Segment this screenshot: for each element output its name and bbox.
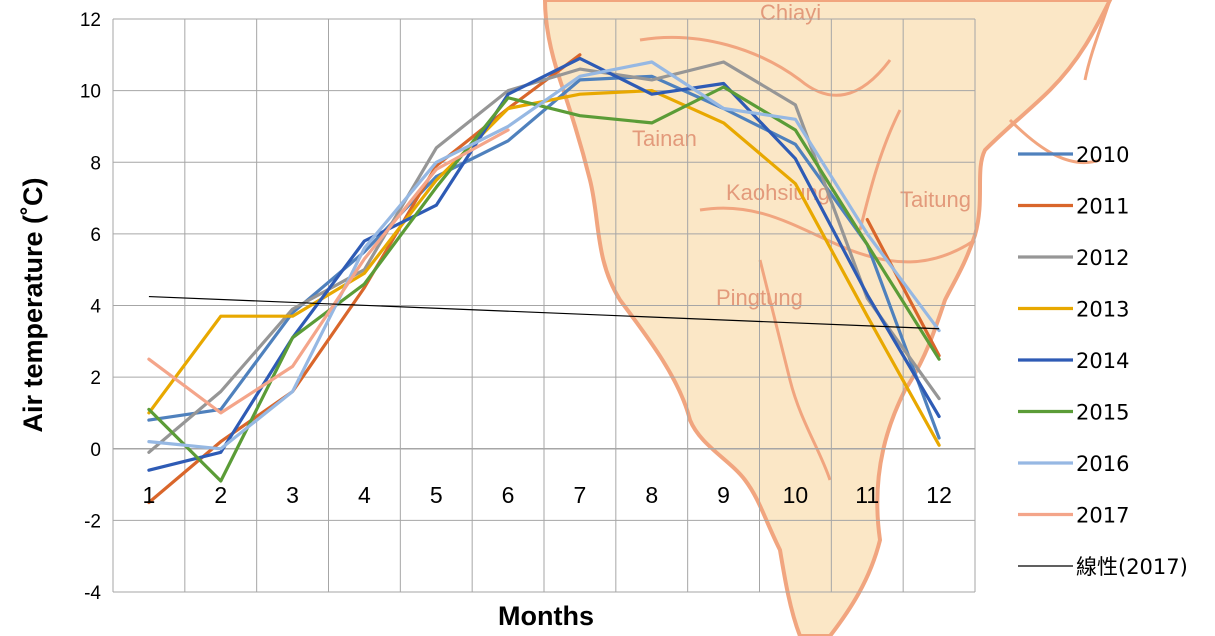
y-tick-label: 0 [90,440,101,461]
x-tick-label: 9 [717,482,730,508]
x-tick-label: 12 [926,482,952,508]
x-tick-label: 2 [214,482,227,508]
series-line-2011 [865,218,941,358]
legend-label: 2014 [1076,349,1129,373]
background-map: Chiayi Tainan Kaohsiung Taitung Pingtung [542,0,1113,636]
y-tick-label: 6 [90,225,101,246]
map-label-taitung: Taitung [900,187,971,212]
y-tick-label: 10 [80,82,101,103]
legend-label: 2017 [1076,504,1129,528]
y-tick-label: 8 [90,153,101,174]
x-tick-label: 6 [502,482,515,508]
y-tick-label: 4 [90,297,101,318]
y-axis-title: Air temperature (˚C) [18,177,48,432]
x-tick-label: 5 [430,482,443,508]
series-line-2010 [147,74,941,440]
legend-label: 2011 [1076,195,1129,219]
y-tick-label: -4 [84,583,101,604]
plot-grid [112,18,976,593]
x-tick-label: 11 [855,482,879,508]
x-axis-title: Months [498,601,594,631]
x-tick-label: 1 [143,482,156,508]
map-land-shape [542,0,1113,636]
map-label-chiayi: Chiayi [760,0,821,25]
y-tick-label: 2 [90,368,101,389]
series-lines [147,53,941,505]
map-region-border [639,35,892,97]
legend-label: 2016 [1076,452,1129,476]
map-label-tainan: Tainan [632,126,697,151]
x-axis-ticks: 1 2 3 4 5 6 7 8 9 10 11 12 [143,482,952,508]
map-coast-detail [1083,0,1112,81]
series-line-2014 [147,56,941,472]
x-tick-label: 8 [645,482,658,508]
x-tick-label: 7 [574,482,587,508]
x-tick-label: 4 [358,482,371,508]
legend-label: 2010 [1076,143,1129,167]
trendline [148,295,940,330]
legend-label: 線性(2017) [1076,555,1188,579]
series-line-2015 [147,85,941,483]
series-line-2017 [147,128,510,415]
y-tick-label: 12 [80,10,101,31]
legend: 2010 2011 2012 2013 2014 2015 2016 2017 線性(2017) [1018,143,1188,579]
series-line-2016 [147,60,941,451]
map-region-border [858,109,902,231]
y-tick-label: -2 [84,511,101,532]
map-region-border [758,259,832,481]
x-tick-label: 3 [286,482,299,508]
legend-label: 2012 [1076,246,1129,270]
y-axis-ticks: -4 -2 0 2 4 6 8 10 12 [80,10,102,604]
legend-label: 2015 [1076,401,1129,425]
x-tick-label: 10 [783,482,809,508]
legend-label: 2013 [1076,298,1129,322]
